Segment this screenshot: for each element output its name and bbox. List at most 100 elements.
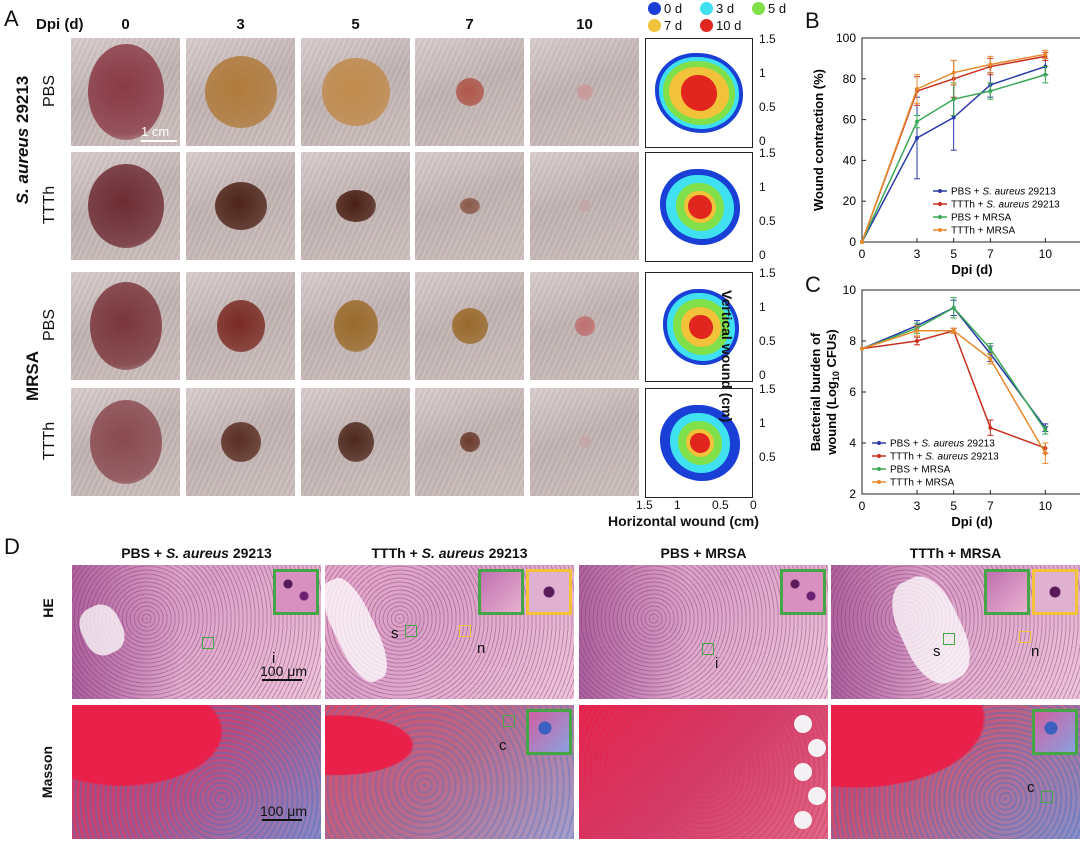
data-point xyxy=(988,89,993,94)
wound-photo xyxy=(530,152,639,260)
epidermis-layer xyxy=(579,565,689,699)
fat-vacuole xyxy=(794,763,812,781)
legend-marker xyxy=(938,189,942,193)
series-line xyxy=(861,306,1046,429)
legend-dot xyxy=(700,19,713,32)
legend-label: 5 d xyxy=(768,1,787,16)
y-axis-label: Wound contraction (%) xyxy=(811,69,826,211)
legend-label: PBS + MRSA xyxy=(951,213,1012,224)
legend-marker xyxy=(877,441,881,445)
wound-photo xyxy=(186,272,295,380)
heatmap-layer xyxy=(690,433,710,453)
vertical-axis-label: Vertical wound (cm) xyxy=(719,290,735,423)
legend-marker xyxy=(938,202,942,206)
wound-heatmap xyxy=(645,38,753,148)
region-marker: n xyxy=(477,640,486,657)
x-tick-label: 0 xyxy=(859,247,866,261)
horizontal-tick-label: 0 xyxy=(750,498,757,512)
wound-photo xyxy=(415,272,524,380)
masson-stain-image: 100 μm xyxy=(72,705,321,839)
row-label-masson: Masson xyxy=(39,745,55,799)
legend-dot xyxy=(648,2,661,15)
horizontal-tick-label: 0.5 xyxy=(712,498,729,512)
heatmap-layer xyxy=(688,195,712,219)
y-tick-label: 100 xyxy=(836,31,856,45)
data-point xyxy=(1043,72,1048,77)
wound-photo xyxy=(415,38,524,146)
data-point xyxy=(988,356,993,361)
vertical-tick-label: 0.5 xyxy=(759,100,776,114)
data-point xyxy=(988,62,993,67)
wound-area xyxy=(204,56,277,128)
legend-dot xyxy=(700,2,713,15)
legend-marker xyxy=(877,480,881,484)
wound-photo xyxy=(301,152,410,260)
legend-marker xyxy=(877,454,881,458)
vertical-tick-label: 0.5 xyxy=(759,214,776,228)
plot-frame xyxy=(861,37,1080,243)
wound-photo xyxy=(530,272,639,380)
header-text: 29213 xyxy=(484,545,528,561)
vertical-tick-label: 0.5 xyxy=(759,450,776,464)
wound-photo xyxy=(71,388,180,496)
vertical-tick-label: 0 xyxy=(759,134,766,148)
region-box xyxy=(503,715,515,727)
wound-area xyxy=(451,308,488,344)
region-marker: i xyxy=(272,650,276,667)
wound-area xyxy=(220,422,261,462)
data-point xyxy=(915,87,919,91)
y-axis-label-line2: wound (Log10 CFUs) xyxy=(824,329,841,456)
y-axis-label-line1: Bacterial burden of xyxy=(808,332,823,451)
x-tick-label: 5 xyxy=(950,499,957,513)
data-point xyxy=(1043,52,1048,57)
horizontal-axis-label: Horizontal wound (cm) xyxy=(608,513,759,529)
vertical-tick-label: 0 xyxy=(759,248,766,262)
day-header: 3 xyxy=(236,16,245,33)
horizontal-tick-label: 1 xyxy=(674,498,681,512)
magnified-inset xyxy=(1032,709,1078,755)
vertical-tick-label: 1.5 xyxy=(759,266,776,280)
scale-bar xyxy=(262,679,302,681)
wound-photo xyxy=(530,38,639,146)
data-point xyxy=(915,135,919,140)
fat-vacuole xyxy=(808,739,826,757)
data-point xyxy=(951,70,956,75)
wound-photo xyxy=(301,388,410,496)
legend-dot xyxy=(648,19,661,32)
wound-area xyxy=(576,84,593,100)
y-tick-label: 60 xyxy=(843,113,857,127)
legend-label: TTTh + MRSA xyxy=(890,478,955,489)
wound-area xyxy=(321,58,390,126)
wound-heatmap xyxy=(645,272,753,382)
histology-column-header: TTTh + S. aureus 29213 xyxy=(325,545,574,561)
wound-heatmap xyxy=(645,152,753,262)
vertical-tick-label: 1.5 xyxy=(759,32,776,46)
wound-heatmap xyxy=(645,388,753,498)
vertical-tick-label: 1 xyxy=(759,66,766,80)
scale-bar-label: 100 μm xyxy=(260,663,307,679)
legend-marker xyxy=(938,228,942,232)
wound-photo xyxy=(415,152,524,260)
wound-contraction-chart: 0 20 40 60 80 100 0 3 5 7 10 Dpi (d) PBS + S. aureus… xyxy=(811,31,1080,277)
legend-label: PBS + MRSA xyxy=(890,465,951,476)
masson-stain-image: c xyxy=(325,705,574,839)
y-tick-label: 20 xyxy=(843,194,857,208)
header-italic: S. aureus xyxy=(421,545,485,561)
region-marker: c xyxy=(499,737,507,754)
header-text: TTTh + MRSA xyxy=(909,545,1002,561)
histology-column-header: TTTh + MRSA xyxy=(831,545,1080,561)
wound-photo: 1 cm xyxy=(71,38,180,146)
row-label-he: HE xyxy=(40,598,56,618)
wound-photo xyxy=(301,272,410,380)
region-box xyxy=(1019,631,1031,643)
x-tick-label: 7 xyxy=(987,247,994,261)
x-tick-label: 3 xyxy=(914,499,921,513)
data-point xyxy=(915,328,919,333)
masson-stain-image: c xyxy=(831,705,1080,839)
region-box xyxy=(702,643,714,655)
data-point xyxy=(915,339,919,343)
vertical-tick-label: 1 xyxy=(759,180,766,194)
group-label-s-aureus: S. aureus 29213 xyxy=(13,75,32,205)
